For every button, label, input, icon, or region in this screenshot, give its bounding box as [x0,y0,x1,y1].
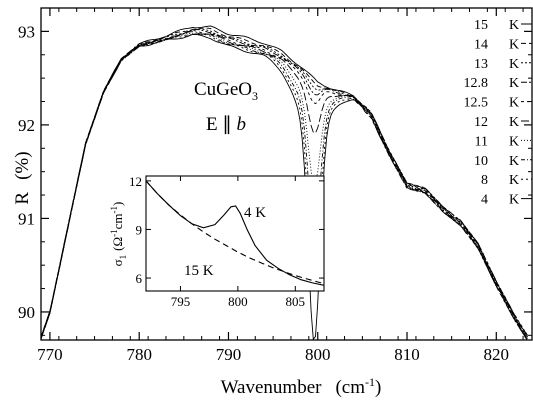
x-axis-unit: (cm [335,377,365,398]
main-plot-frame [40,7,533,341]
x-tick-label: 800 [305,345,331,364]
inset-y-axis-title: σ1(Ω-1cm-1) [109,202,128,267]
series-line-12-5k [41,29,528,340]
inset-y-tick-label: 6 [136,271,143,286]
legend-entry-unit: K [509,37,519,52]
legend-entry-value: 14 [474,37,488,52]
inset-frame [145,175,325,292]
legend-entry-value: 13 [474,57,488,72]
legend-entry-value: 12.8 [464,76,489,91]
x-tick-label: 780 [126,345,152,364]
legend-entry-value: 4 [481,193,488,208]
y-axis-title: R (%) [12,151,33,204]
x-axis-unit-sup: -1 [365,375,375,389]
y-axis-unit: (%) [12,151,33,179]
legend-entry-value: 12 [474,115,488,130]
legend-entry-unit: K [509,18,519,33]
inset-y-tick-label: 12 [129,174,142,189]
legend-entry-unit: K [509,154,519,169]
legend-entry-unit: K [509,96,519,111]
legend-entry-unit: K [509,134,519,149]
inset-x-tick-label: 800 [228,294,248,309]
x-axis-label: Wavenumber [221,377,322,398]
temperature-legend: 15 K 14 K 13 K 12.8 K 12.5 K 12 K 11 K 10 K 8 K 4 K [464,18,532,208]
legend-entry-value: 10 [474,154,488,169]
x-tick-label: 820 [484,345,510,364]
inset-4k-label: 4 K [244,205,266,221]
series-line-4k [41,33,528,340]
y-axis-label: R [12,192,33,205]
legend-entry-unit: K [509,173,519,188]
legend-entry-unit: K [509,193,519,208]
series-line-12k [41,31,528,340]
series-line-12-8k [41,28,528,339]
y-tick-label: 90 [18,303,35,322]
y-tick-label: 91 [18,209,35,228]
inset-x-tick-label: 805 [286,294,306,309]
x-axis-unit-close: ) [375,377,381,398]
legend-entry-value: 8 [481,173,488,188]
inset-y-tick-label: 9 [136,222,143,237]
x-tick-label: 770 [37,345,63,364]
legend-entry-unit: K [509,115,519,130]
x-tick-label: 790 [216,345,242,364]
inset-x-tick-label: 795 [171,294,191,309]
compound-subscript: 3 [252,89,258,103]
x-axis-title: Wavenumber (cm-1) [221,375,382,398]
inset-background [146,176,324,291]
inset-15k-label: 15 K [184,263,214,279]
main-curves [41,25,528,340]
inset-curves [146,180,324,286]
compound-annotation: CuGeO3 [194,79,258,103]
y-tick-label: 93 [18,22,35,41]
polarization-annotation: E ∥ b [206,114,246,135]
y-tick-label: 92 [18,116,35,135]
inset-series-line [146,180,324,285]
legend-entry-value: 15 [474,18,488,33]
legend-entry-unit: K [509,76,519,91]
inset-series-line [146,180,324,286]
legend-entry-value: 12.5 [464,96,489,111]
main-axis-ticks [40,7,532,340]
x-tick-label: 810 [394,345,420,364]
inset-axis-ticks [146,176,324,291]
legend-entry-unit: K [509,57,519,72]
legend-entry-value: 11 [475,134,488,149]
inset-tick-labels: 795 800 805 6 9 12 [129,174,305,309]
